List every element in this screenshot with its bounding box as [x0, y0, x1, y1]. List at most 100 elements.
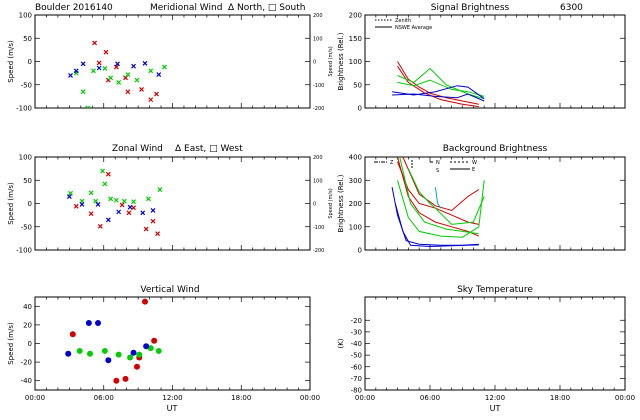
zonal-data-point — [150, 218, 156, 224]
zonal-data-point — [73, 203, 79, 209]
vertical-x-tick-label: 00:00 — [300, 394, 320, 402]
meridional-data-point — [125, 72, 131, 77]
background-data — [391, 157, 485, 248]
zonal-data-point — [146, 196, 151, 202]
zonal-data-point — [105, 171, 111, 177]
signal-series-line — [392, 93, 485, 102]
zonal-data-point — [157, 187, 163, 192]
meridional-y-tick-label: 50 — [23, 35, 32, 43]
meridional-data-point — [96, 65, 102, 71]
zonal-data-point — [108, 196, 114, 202]
background-y-tick-label: 0 — [358, 247, 362, 255]
vertical-x-tick-label: 12:00 — [162, 394, 182, 402]
skytemp-plot-frame — [364, 296, 626, 391]
meridional-data-point — [80, 89, 86, 95]
background-title: Background Brightness — [443, 144, 548, 154]
meridional-data-point — [92, 40, 98, 46]
vertical-x-tick-label: 18:00 — [231, 394, 251, 402]
vertical-x-tick-label: 00:00 — [25, 394, 45, 402]
zonal-data-point — [121, 198, 127, 204]
zonal-data-point — [127, 204, 133, 210]
right-x-axis-label: UT — [490, 404, 501, 413]
vertical-data-point — [143, 343, 150, 350]
background-y-tick-label: 400 — [349, 154, 362, 162]
signal-y-tick-label: 100 — [349, 58, 362, 66]
meridional-right-y-tick-label: -200 — [313, 106, 324, 112]
skytemp-y-tick-label: -40 — [351, 340, 362, 348]
zonal-y-tick-label: 100 — [19, 154, 32, 162]
meridional-data-point — [108, 75, 114, 81]
vertical-y-tick-label: -40 — [21, 377, 32, 385]
skytemp-y-axis-label: (K) — [337, 338, 345, 348]
vertical-data-point — [133, 363, 140, 370]
vertical-data-point — [122, 375, 129, 382]
zonal-right-y-tick-label: 100 — [313, 178, 323, 184]
vertical-wind-panel: 00:00 06:00 12:00 18:00 00:00 -40 -20 0 20 40 Spee… — [7, 296, 320, 402]
zonal-data-point — [131, 199, 136, 205]
vertical-data-point — [76, 347, 83, 354]
vertical-y-tick-label: 40 — [23, 303, 32, 311]
zonal-data-point — [116, 209, 122, 215]
background-legend: Z N S W E — [374, 160, 477, 174]
background-y-tick-label: 300 — [349, 177, 362, 185]
skytemp-y-tick-label: -20 — [351, 317, 362, 325]
meridional-right-y-tick-label: 100 — [313, 36, 323, 42]
vertical-data-point — [95, 320, 102, 327]
zonal-right-y-tick-label: 0 — [313, 202, 316, 208]
skytemp-x-tick-label: 00:00 — [355, 394, 375, 402]
meridional-data-point — [96, 60, 102, 66]
zonal-right-y-tick-label: -100 — [313, 225, 324, 231]
vertical-x-tick-label: 06:00 — [94, 394, 114, 402]
zonal-y-tick-label: -50 — [21, 223, 32, 231]
vertical-data-point — [151, 337, 158, 344]
zonal-right-y-tick-label: -200 — [313, 248, 324, 254]
skytemp-x-tick-label: 18:00 — [550, 394, 570, 402]
meridional-y-tick-label: 100 — [19, 12, 32, 20]
zonal-title: Zonal Wind Δ East, □ West — [112, 144, 243, 154]
zonal-data-point — [150, 208, 156, 213]
background-series-line — [407, 168, 485, 225]
meridional-data-point — [142, 60, 148, 66]
vertical-data-point — [65, 350, 72, 357]
sky-temperature-panel: 00:00 06:00 12:00 18:00 00:00-80-70-60-50-40… — [337, 296, 635, 402]
meridional-y-tick-label: 0 — [28, 58, 32, 66]
skytemp-y-tick-label: -80 — [351, 387, 362, 395]
zonal-y-tick-label: -100 — [16, 247, 32, 255]
skytemp-y-tick-label: -70 — [351, 375, 362, 383]
legend-z-label: Z — [390, 160, 394, 166]
legend-s-label: S — [436, 168, 439, 174]
signal-brightness-panel: 0 50 100 150 200 Brightness (Rel.) — [337, 12, 626, 113]
legend-zenith-label: Zenith — [395, 18, 411, 24]
signal-y-tick-label: 200 — [349, 12, 362, 20]
signal-title-wavelength: 6300 — [560, 3, 583, 13]
vertical-data — [65, 298, 162, 384]
meridional-y-axis-label: Speed (m/s) — [7, 40, 15, 83]
zonal-data-point — [102, 181, 108, 187]
background-y-tick-label: 100 — [349, 223, 362, 231]
legend-e-label: E — [472, 167, 475, 173]
zonal-data-point — [79, 202, 85, 207]
meridional-wind-panel: -100 -50 0 50 100 Speed (m/s) -200 -100 0 100 200 S… — [7, 12, 334, 113]
skytemp-title: Sky Temperature — [457, 285, 533, 295]
signal-series-line — [397, 61, 479, 105]
meridional-data — [68, 40, 167, 108]
meridional-right-y-axis-label: Speed (m/s) — [328, 46, 334, 76]
meridional-data-point — [125, 89, 131, 95]
zonal-title-legend: Δ East, □ West — [175, 144, 243, 154]
vertical-data-point — [127, 354, 134, 361]
background-y-axis-label: Brightness (Rel.) — [337, 174, 345, 232]
background-series-line — [394, 203, 479, 248]
skytemp-x-tick-label: 12:00 — [485, 394, 505, 402]
skytemp-y-tick-label: -60 — [351, 363, 362, 371]
zonal-data-point — [140, 210, 146, 216]
meridional-data-point — [123, 75, 128, 81]
vertical-data-point — [105, 357, 112, 364]
legend-w-label: W — [472, 160, 477, 166]
vertical-data-point — [136, 351, 143, 358]
meridional-y-tick-label: -100 — [16, 105, 32, 113]
zonal-wind-panel: -100 -50 0 50 100 Speed (m/s) -200 -100 0 100 200 S… — [7, 154, 334, 255]
vertical-data-point — [113, 377, 120, 384]
meridional-data-point — [134, 77, 140, 83]
zonal-title-main: Zonal Wind — [112, 144, 163, 154]
